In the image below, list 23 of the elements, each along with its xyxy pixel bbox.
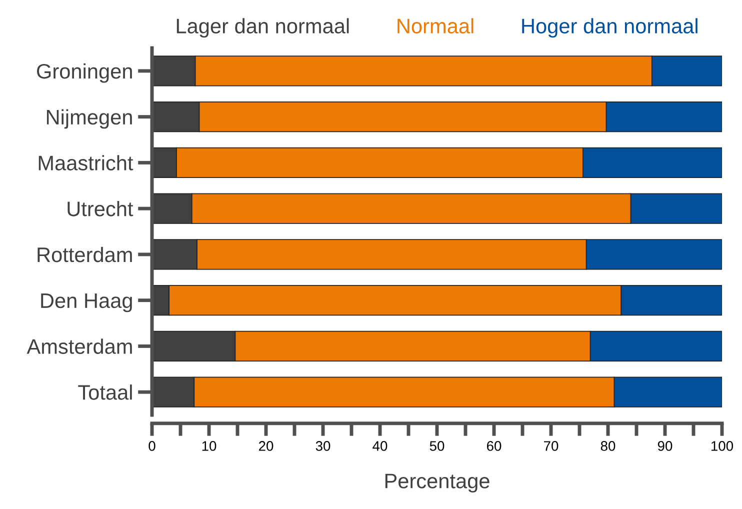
x-tick-label: 90 xyxy=(658,441,672,451)
x-tick-label: 10 xyxy=(202,441,216,451)
y-tick-label: Rotterdam xyxy=(38,246,132,262)
y-tick-label: Groningen xyxy=(37,63,132,83)
series-label: Lager dan normaal xyxy=(176,18,349,38)
y-tick-label: Amsterdam xyxy=(26,338,132,354)
series-label: Normaal xyxy=(398,18,474,34)
y-tick-label: Nijmegen xyxy=(46,109,132,129)
x-tick-label: 70 xyxy=(544,441,558,451)
y-tick-label: Totaal xyxy=(78,384,132,400)
x-tick-label: 30 xyxy=(316,441,330,451)
x-tick-label: 50 xyxy=(430,441,444,451)
x-tick-label: 0 xyxy=(148,441,156,451)
y-tick-label: Den Haag xyxy=(41,294,132,312)
y-tick-label: Utrecht xyxy=(68,201,134,216)
series-label: Hoger dan normaal xyxy=(522,18,698,38)
x-tick-label: 20 xyxy=(258,441,274,451)
x-tick-label: 40 xyxy=(372,441,388,451)
y-tick-label: Maastricht xyxy=(38,155,134,170)
x-tick-label: 100 xyxy=(711,441,734,451)
x-axis-title: Percentage xyxy=(385,474,490,493)
x-tick-label: 60 xyxy=(486,441,502,451)
x-tick-label: 80 xyxy=(600,441,616,451)
